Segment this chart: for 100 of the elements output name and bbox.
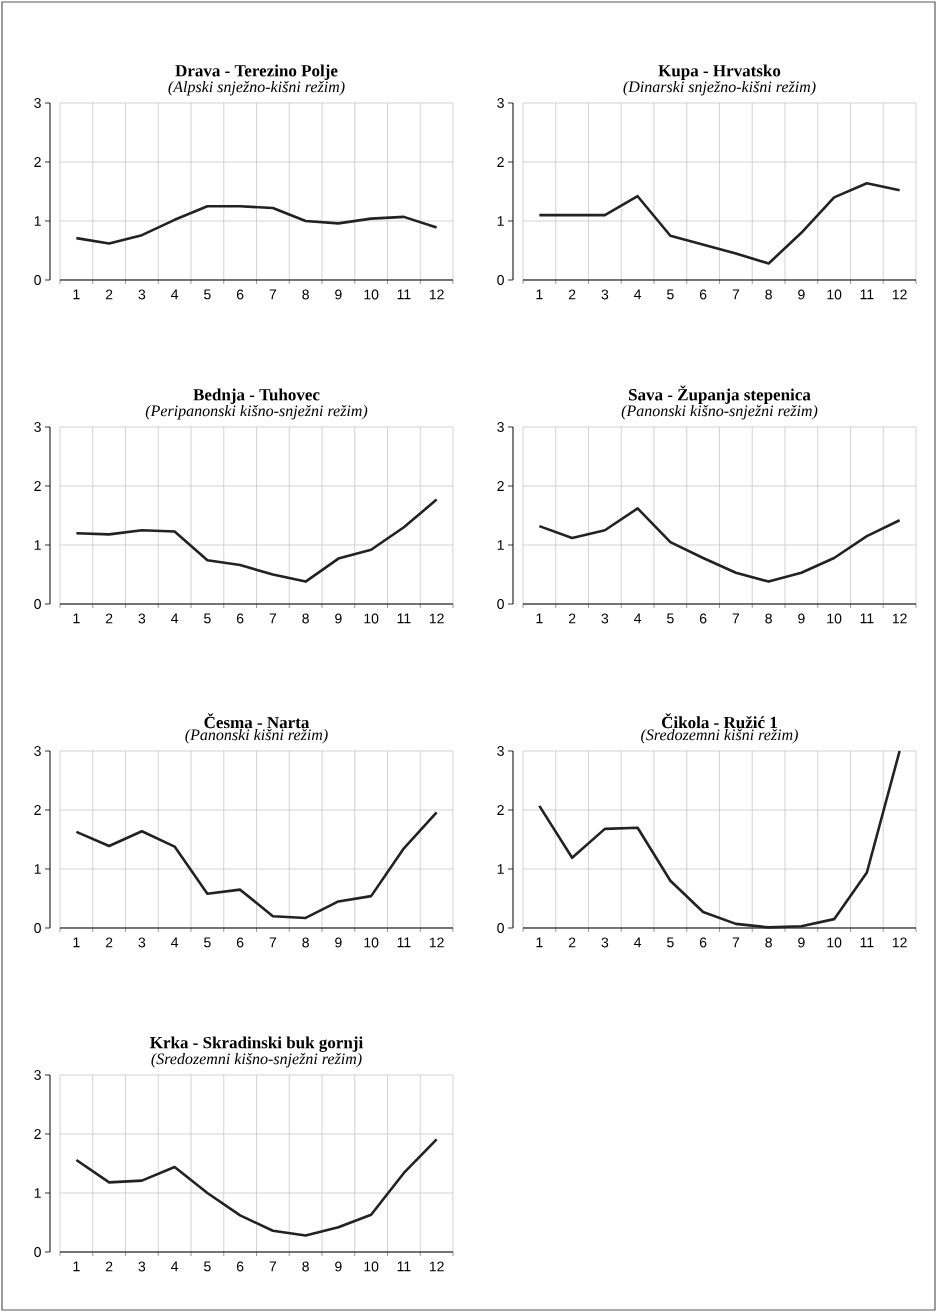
x-tick-label: 12 bbox=[429, 289, 444, 300]
x-tick-label: 12 bbox=[429, 937, 444, 948]
x-tick-label: 7 bbox=[269, 613, 277, 624]
x-tick-label: 5 bbox=[667, 937, 674, 948]
x-tick-label: 3 bbox=[138, 613, 146, 624]
x-tick-label: 5 bbox=[667, 613, 674, 624]
x-tick-label: 8 bbox=[765, 937, 772, 948]
x-tick-label: 7 bbox=[269, 289, 277, 300]
x-tick-label: 11 bbox=[397, 289, 411, 300]
x-tick-label: 1 bbox=[73, 1261, 80, 1272]
y-tick-label: 3 bbox=[34, 1070, 41, 1080]
chart-subtitle: (Sredozemni kišni režim) bbox=[641, 728, 798, 744]
x-tick-label: 4 bbox=[634, 613, 642, 624]
x-tick-label: 6 bbox=[699, 289, 707, 300]
x-tick-label: 1 bbox=[73, 937, 80, 948]
x-tick-label: 10 bbox=[364, 289, 379, 300]
y-tick-label: 2 bbox=[34, 1129, 41, 1139]
x-tick-label: 12 bbox=[892, 613, 907, 624]
y-tick-label: 2 bbox=[34, 481, 41, 491]
y-tick-label: 1 bbox=[497, 864, 504, 874]
x-tick-label: 6 bbox=[699, 613, 707, 624]
y-tick-label: 3 bbox=[497, 422, 504, 432]
x-tick-label: 11 bbox=[397, 1261, 411, 1272]
x-tick-label: 7 bbox=[732, 613, 740, 624]
x-tick-label: 9 bbox=[335, 289, 342, 300]
x-tick-label: 8 bbox=[302, 289, 309, 300]
x-tick-label: 10 bbox=[827, 289, 842, 300]
x-tick-label: 6 bbox=[236, 937, 244, 948]
y-tick-label: 0 bbox=[497, 275, 504, 285]
line-series bbox=[75, 1138, 438, 1237]
x-tick-label: 10 bbox=[364, 1261, 379, 1272]
x-tick-label: 2 bbox=[568, 613, 576, 624]
line-series bbox=[75, 811, 438, 920]
x-tick-label: 1 bbox=[536, 289, 543, 300]
x-tick-label: 3 bbox=[601, 937, 609, 948]
y-tick-label: 3 bbox=[497, 98, 504, 108]
x-tick-label: 7 bbox=[269, 1261, 277, 1272]
x-tick-label: 7 bbox=[732, 937, 740, 948]
x-tick-label: 8 bbox=[302, 937, 309, 948]
x-tick-label: 11 bbox=[397, 937, 411, 948]
x-tick-label: 3 bbox=[601, 613, 609, 624]
chart-title: Bednja - Tuhovec bbox=[193, 388, 320, 404]
x-tick-label: 3 bbox=[601, 289, 609, 300]
x-tick-label: 2 bbox=[105, 937, 113, 948]
chart-subtitle: (Sredozemni kišno-snježni režim) bbox=[151, 1052, 362, 1068]
chart-title: Kupa - Hrvatsko bbox=[658, 64, 781, 80]
y-tick-label: 1 bbox=[497, 216, 504, 226]
x-tick-label: 2 bbox=[105, 1261, 113, 1272]
y-tick-label: 0 bbox=[34, 275, 41, 285]
x-tick-label: 8 bbox=[302, 613, 309, 624]
x-tick-label: 11 bbox=[397, 613, 411, 624]
x-tick-label: 12 bbox=[892, 937, 907, 948]
y-tick-label: 1 bbox=[34, 864, 41, 874]
chart-title: Česma - Narta bbox=[204, 713, 310, 729]
y-tick-label: 2 bbox=[497, 805, 504, 815]
x-tick-label: 4 bbox=[171, 289, 179, 300]
line-series bbox=[75, 204, 438, 245]
line-series bbox=[538, 507, 901, 583]
x-tick-label: 7 bbox=[732, 289, 740, 300]
y-tick-label: 1 bbox=[34, 540, 41, 550]
line-series bbox=[75, 498, 438, 583]
x-tick-label: 4 bbox=[171, 1261, 179, 1272]
y-tick-label: 3 bbox=[34, 98, 41, 108]
line-series bbox=[538, 749, 901, 929]
x-tick-label: 4 bbox=[634, 289, 642, 300]
x-tick-label: 9 bbox=[335, 1261, 342, 1272]
x-tick-label: 6 bbox=[236, 289, 244, 300]
y-tick-label: 2 bbox=[497, 157, 504, 167]
x-tick-label: 9 bbox=[798, 613, 805, 624]
x-tick-label: 4 bbox=[634, 937, 642, 948]
x-tick-label: 2 bbox=[105, 289, 113, 300]
x-tick-label: 8 bbox=[302, 1261, 309, 1272]
x-tick-label: 12 bbox=[892, 289, 907, 300]
y-tick-label: 2 bbox=[34, 157, 41, 167]
y-tick-label: 3 bbox=[34, 422, 41, 432]
x-tick-label: 12 bbox=[429, 613, 444, 624]
chart-subtitle: (Alpski snježno-kišni režim) bbox=[168, 80, 345, 96]
x-tick-label: 7 bbox=[269, 937, 277, 948]
x-tick-label: 8 bbox=[765, 613, 772, 624]
y-tick-label: 2 bbox=[497, 481, 504, 491]
x-tick-label: 2 bbox=[105, 613, 113, 624]
x-tick-label: 1 bbox=[536, 937, 543, 948]
x-tick-label: 3 bbox=[138, 1261, 146, 1272]
x-tick-label: 5 bbox=[204, 937, 211, 948]
y-tick-label: 0 bbox=[497, 599, 504, 609]
x-tick-label: 4 bbox=[171, 613, 179, 624]
x-tick-label: 5 bbox=[204, 613, 211, 624]
x-tick-label: 3 bbox=[138, 289, 146, 300]
x-tick-label: 9 bbox=[335, 937, 342, 948]
y-tick-label: 1 bbox=[34, 1188, 41, 1198]
y-tick-label: 1 bbox=[497, 540, 504, 550]
x-tick-label: 1 bbox=[73, 289, 80, 300]
x-tick-label: 10 bbox=[827, 937, 842, 948]
y-tick-label: 1 bbox=[34, 216, 41, 226]
y-tick-label: 0 bbox=[34, 1247, 41, 1257]
y-tick-label: 0 bbox=[34, 923, 41, 933]
y-tick-label: 3 bbox=[497, 746, 504, 756]
x-tick-label: 11 bbox=[860, 613, 874, 624]
chart-subtitle: (Dinarski snježno-kišni režim) bbox=[623, 80, 816, 96]
chart-title: Sava - Županja stepenica bbox=[629, 385, 811, 404]
